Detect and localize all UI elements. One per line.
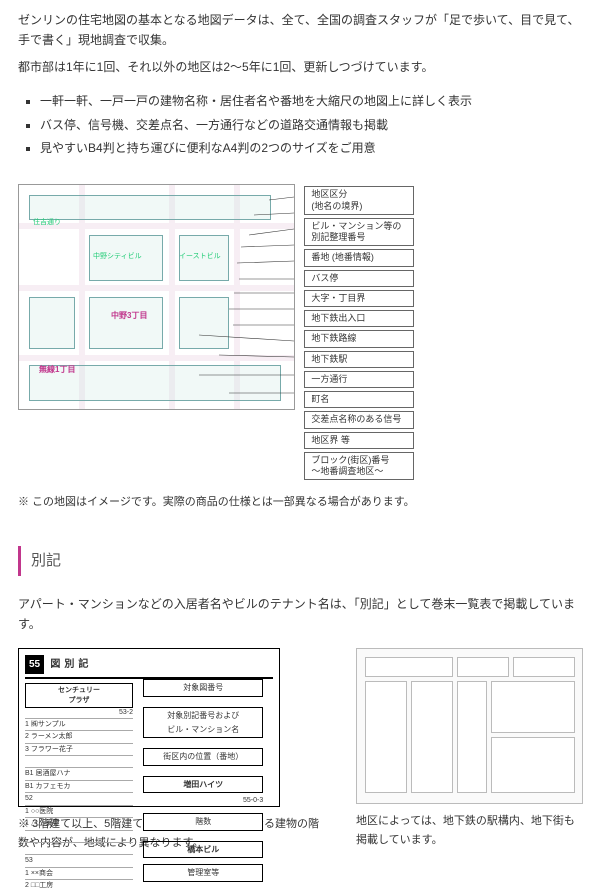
legend-item: 地区界 等: [304, 432, 414, 449]
fig2-right-title: 橋本ビル: [143, 841, 263, 859]
fig2-line: B1 居酒屋ハナ: [25, 767, 133, 779]
map-legend: 地区区分 (地名の境界) ビル・マンション等の 別記整理番号 番地 (地番情報)…: [304, 184, 414, 483]
fig2-line: 1 ××商会: [25, 867, 133, 879]
fig2-rlabel: 管理室等: [143, 864, 263, 882]
fig2-line: B1 カフェモカ: [25, 780, 133, 792]
legend-item: 地下鉄路線: [304, 330, 414, 347]
legend-item: 地下鉄出入口: [304, 310, 414, 327]
feature-list: 一軒一軒、一戸一戸の建物名称・居住者名や番地を大縮尺の地図上に詳しく表示 バス停…: [18, 91, 583, 158]
fig2-rlabel: 対象別記番号および ビル・マンション名: [143, 707, 263, 738]
fig2-rlabel: 階数: [143, 813, 263, 831]
fig2-line: 1 △△薬局: [25, 817, 133, 829]
fig2-title: 図別記: [50, 659, 92, 670]
legend-item: 一方通行: [304, 371, 414, 388]
map-area-label: 中野3丁目: [111, 309, 147, 323]
underground-figure: [356, 648, 583, 804]
fig2-line: 53: [25, 854, 133, 866]
fig2-left-addr: 53-2: [25, 708, 133, 717]
fig2-rlabel: 街区内の位置（番地）: [143, 748, 263, 766]
fig2-line: 1 ○○医院: [25, 805, 133, 817]
fig2-line: 3 フラワー花子: [25, 743, 133, 755]
fig2-line: 2 □□工房: [25, 879, 133, 891]
feature-item: 一軒一軒、一戸一戸の建物名称・居住者名や番地を大縮尺の地図上に詳しく表示: [40, 91, 583, 111]
section-title: 別記: [18, 546, 583, 576]
section-lead: アパート・マンションなどの入居者名やビルのテナント名は、「別記」として巻末一覧表…: [18, 594, 583, 635]
fig2-line: 1 ㈱サンプル: [25, 718, 133, 730]
map-area-label: 無線1丁目: [39, 363, 75, 377]
fig2-rlabel: 対象図番号: [143, 679, 263, 697]
map-figure: 住吉通り 中野シティビル イーストビル 中野3丁目 無線1丁目: [18, 184, 295, 410]
bekki-figure: 55 図別記 センチュリー プラザ 53-2 1 ㈱サンプル2 ラーメン太郎3 …: [18, 648, 280, 807]
fig2-line: [25, 842, 133, 854]
fig2-line: [25, 830, 133, 842]
legend-item: ビル・マンション等の 別記整理番号: [304, 218, 414, 247]
map-bldg-label: イーストビル: [179, 251, 221, 263]
legend-item: 交差点名称のある信号: [304, 411, 414, 428]
map-bldg-label: 中野シティビル: [93, 251, 142, 263]
intro-line-1: ゼンリンの住宅地図の基本となる地図データは、全て、全国の調査スタッフが「足で歩い…: [18, 10, 583, 51]
feature-item: バス停、信号機、交差点名、一方通行などの道路交通情報も掲載: [40, 115, 583, 135]
legend-item: 地下鉄駅: [304, 351, 414, 368]
map-street-label: 住吉通り: [33, 217, 61, 229]
legend-item: 番地 (地番情報): [304, 249, 414, 266]
fig2-num: 55: [25, 655, 44, 674]
legend-item: 地区区分 (地名の境界): [304, 186, 414, 215]
map-note: ※ この地図はイメージです。実際の商品の仕様とは一部異なる場合があります。: [18, 493, 583, 512]
fig2-right-addr: 55-0-3: [143, 795, 263, 807]
fig3-caption: 地区によっては、地下鉄の駅構内、地下街も掲載しています。: [356, 812, 583, 849]
intro-line-2: 都市部は1年に1回、それ以外の地区は2〜5年に1回、更新しつづけています。: [18, 57, 583, 77]
legend-item: 町名: [304, 391, 414, 408]
fig2-left-title: センチュリー プラザ: [25, 683, 133, 708]
fig2-line: 2 ラーメン太郎: [25, 730, 133, 742]
legend-item: 大字・丁目界: [304, 290, 414, 307]
fig2-line: [25, 755, 133, 767]
fig2-line: 52: [25, 792, 133, 804]
fig2-right-title: 増田ハイツ: [143, 776, 263, 794]
legend-item: ブロック(街区)番号 〜地番調査地区〜: [304, 452, 414, 481]
legend-item: バス停: [304, 270, 414, 287]
feature-item: 見やすいB4判と持ち運びに便利なA4判の2つのサイズをご用意: [40, 138, 583, 158]
